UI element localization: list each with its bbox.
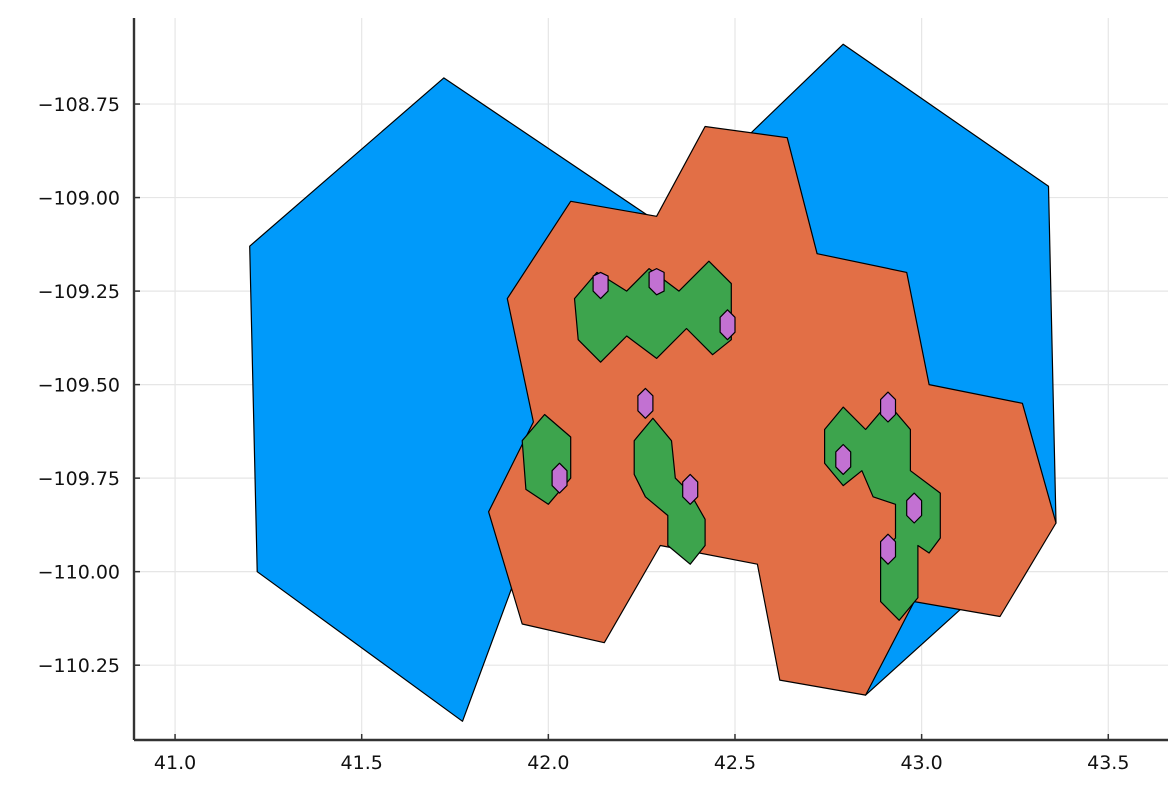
x-tick-label: 43.5 [1087,752,1129,774]
series-3-polygon-0 [592,271,609,300]
series-3-polygon-5 [682,473,699,505]
series-3-polygon-9 [879,533,897,565]
series-3-polygon-4 [551,462,568,494]
x-tick-label: 41.0 [154,752,196,774]
y-tick-label: −109.00 [38,188,120,210]
axes [132,18,1168,742]
y-tick-label: −109.75 [38,468,120,490]
series-3-polygon-8 [906,492,923,524]
y-tick-label: −110.00 [38,562,120,584]
series-3-polygon-7 [835,443,852,475]
x-tick-label: 43.0 [900,752,942,774]
series-3-polygon-6 [879,391,897,423]
polygon-layer [249,43,1057,722]
series-2-group [521,260,941,621]
series-3-polygon-3 [637,387,654,419]
series-2-polygon-2 [633,417,706,565]
y-tick-label: −109.25 [38,281,120,303]
series-3-group [551,268,923,565]
tick-labels: 41.0 41.5 42.0 42.5 43.0 43.5 −108.75 −109.00 −1… [38,94,1130,774]
series-2-polygon-0 [573,260,732,363]
x-tick-label: 42.0 [527,752,569,774]
series-3-polygon-1 [648,268,665,296]
y-tick-label: −109.50 [38,375,120,397]
x-tick-label: 41.5 [341,752,383,774]
series-3-polygon-2 [719,309,736,341]
x-tick-label: 42.5 [714,752,756,774]
y-tick-label: −108.75 [38,94,120,116]
y-tick-label: −110.25 [38,655,120,677]
